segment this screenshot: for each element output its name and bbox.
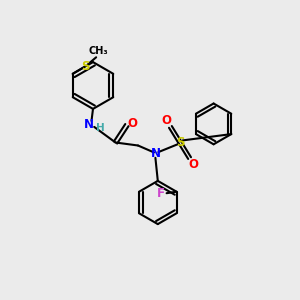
Text: H: H [96, 123, 105, 133]
Text: N: N [84, 118, 94, 131]
Text: O: O [188, 158, 198, 171]
Text: O: O [127, 117, 137, 130]
Text: N: N [150, 147, 161, 161]
Text: O: O [162, 114, 172, 128]
Text: S: S [176, 136, 184, 149]
Text: CH₃: CH₃ [88, 46, 108, 56]
Text: F: F [157, 187, 165, 200]
Text: S: S [81, 60, 90, 73]
